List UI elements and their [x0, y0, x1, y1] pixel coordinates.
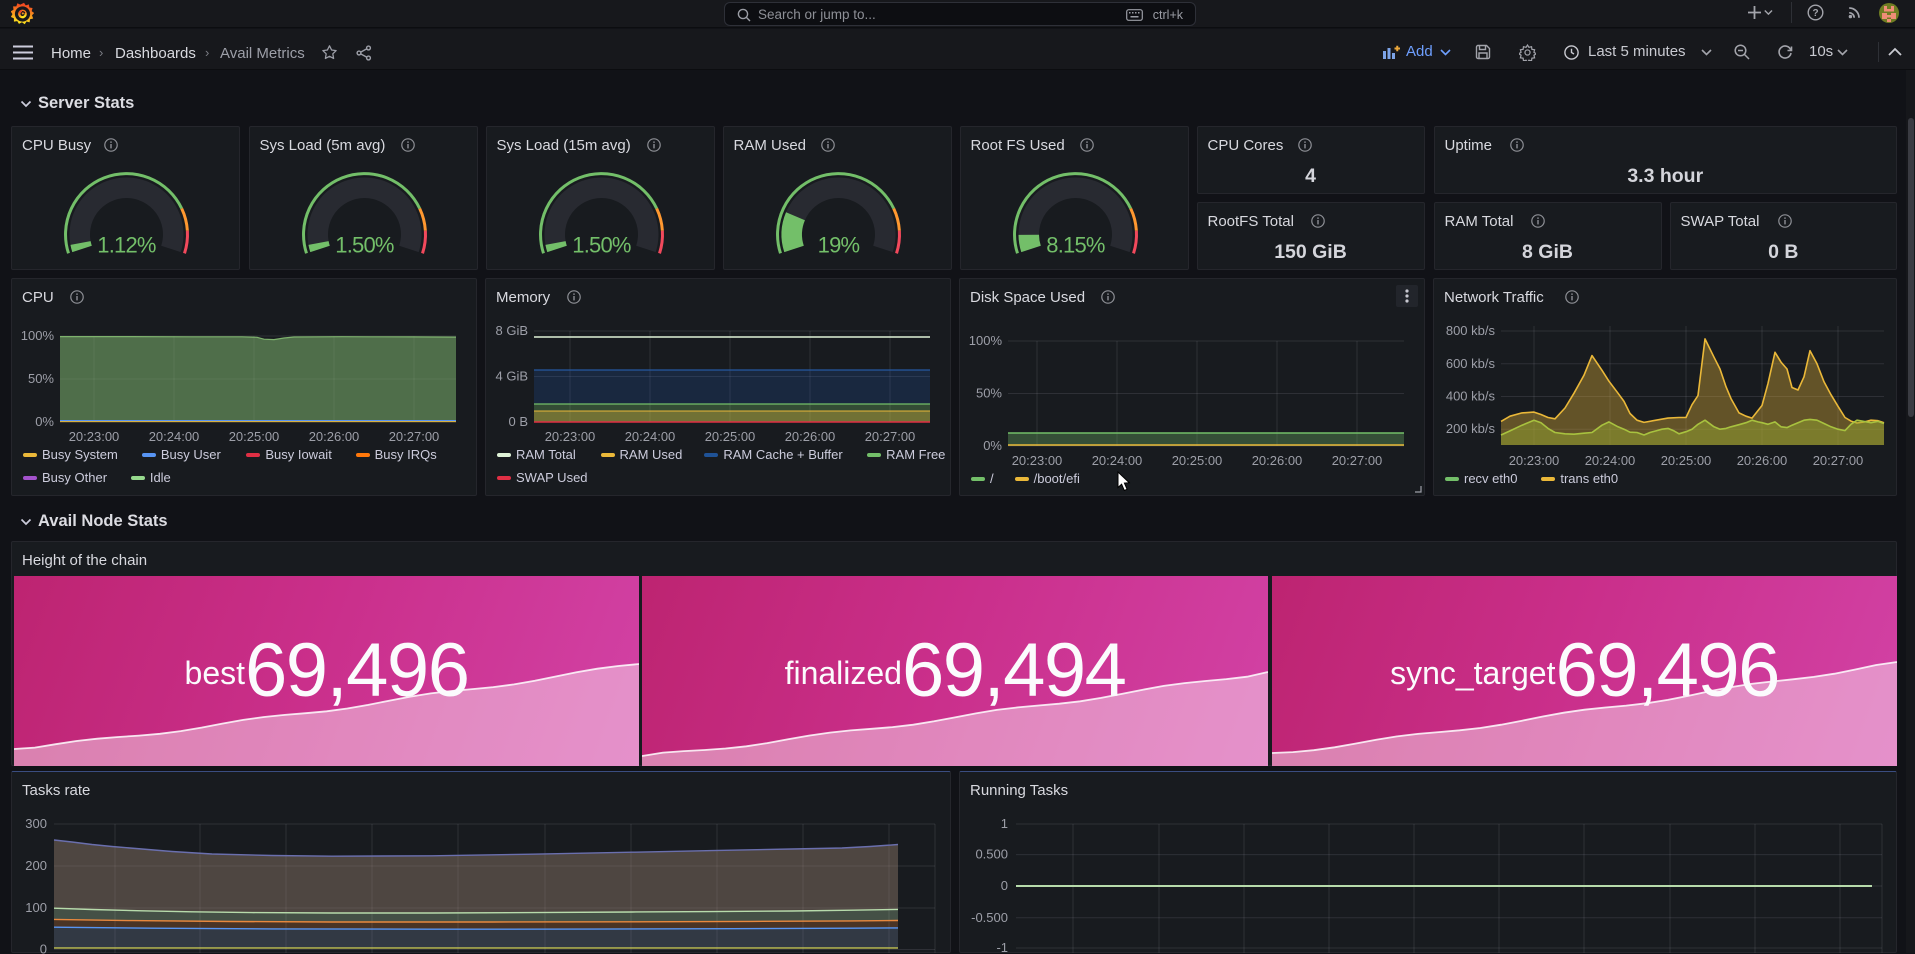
svg-text:0: 0	[1001, 878, 1008, 893]
svg-text:100%: 100%	[969, 333, 1003, 348]
svg-text:100%: 100%	[21, 328, 55, 343]
svg-text:20:27:00: 20:27:00	[865, 429, 916, 444]
svg-text:20:23:00: 20:23:00	[69, 429, 120, 444]
svg-text:20:24:00: 20:24:00	[1092, 453, 1143, 468]
svg-text:20:23:00: 20:23:00	[1012, 453, 1063, 468]
svg-text:200: 200	[25, 858, 47, 873]
svg-text:50%: 50%	[976, 386, 1002, 401]
svg-text:-0.500: -0.500	[971, 910, 1008, 925]
svg-text:4 GiB: 4 GiB	[495, 369, 528, 384]
svg-text:20:26:00: 20:26:00	[1252, 453, 1303, 468]
svg-text:0.500: 0.500	[975, 847, 1008, 862]
svg-text:8.15%: 8.15%	[1046, 233, 1105, 258]
svg-text:1.50%: 1.50%	[572, 233, 631, 258]
svg-text:20:25:00: 20:25:00	[705, 429, 756, 444]
svg-text:19%: 19%	[817, 233, 859, 258]
svg-text:1.12%: 1.12%	[97, 233, 156, 258]
svg-text:20:27:00: 20:27:00	[389, 429, 440, 444]
svg-text:20:26:00: 20:26:00	[785, 429, 836, 444]
svg-text:?: ?	[1812, 8, 1818, 19]
svg-text:20:23:00: 20:23:00	[545, 429, 596, 444]
svg-text:1: 1	[1001, 816, 1008, 831]
svg-text:0 B: 0 B	[508, 414, 528, 429]
svg-text:20:24:00: 20:24:00	[149, 429, 200, 444]
svg-text:800 kb/s: 800 kb/s	[1446, 323, 1496, 338]
svg-text:100: 100	[25, 900, 47, 915]
svg-text:0%: 0%	[983, 438, 1002, 453]
svg-text:20:26:00: 20:26:00	[1737, 453, 1788, 468]
svg-text:20:27:00: 20:27:00	[1813, 453, 1864, 468]
svg-text:20:27:00: 20:27:00	[1332, 453, 1383, 468]
svg-text:-1: -1	[996, 940, 1008, 954]
svg-text:400 kb/s: 400 kb/s	[1446, 389, 1496, 404]
svg-text:20:23:00: 20:23:00	[1509, 453, 1560, 468]
svg-text:300: 300	[25, 816, 47, 831]
svg-text:20:25:00: 20:25:00	[1661, 453, 1712, 468]
svg-text:20:24:00: 20:24:00	[1585, 453, 1636, 468]
svg-text:20:25:00: 20:25:00	[1172, 453, 1223, 468]
svg-text:1.50%: 1.50%	[335, 233, 394, 258]
svg-text:0: 0	[40, 942, 47, 954]
svg-text:20:24:00: 20:24:00	[625, 429, 676, 444]
svg-text:0%: 0%	[35, 414, 54, 429]
svg-text:50%: 50%	[28, 371, 54, 386]
svg-text:200 kb/s: 200 kb/s	[1446, 421, 1496, 436]
svg-text:20:25:00: 20:25:00	[229, 429, 280, 444]
svg-text:600 kb/s: 600 kb/s	[1446, 356, 1496, 371]
svg-text:20:26:00: 20:26:00	[309, 429, 360, 444]
svg-text:8 GiB: 8 GiB	[495, 323, 528, 338]
